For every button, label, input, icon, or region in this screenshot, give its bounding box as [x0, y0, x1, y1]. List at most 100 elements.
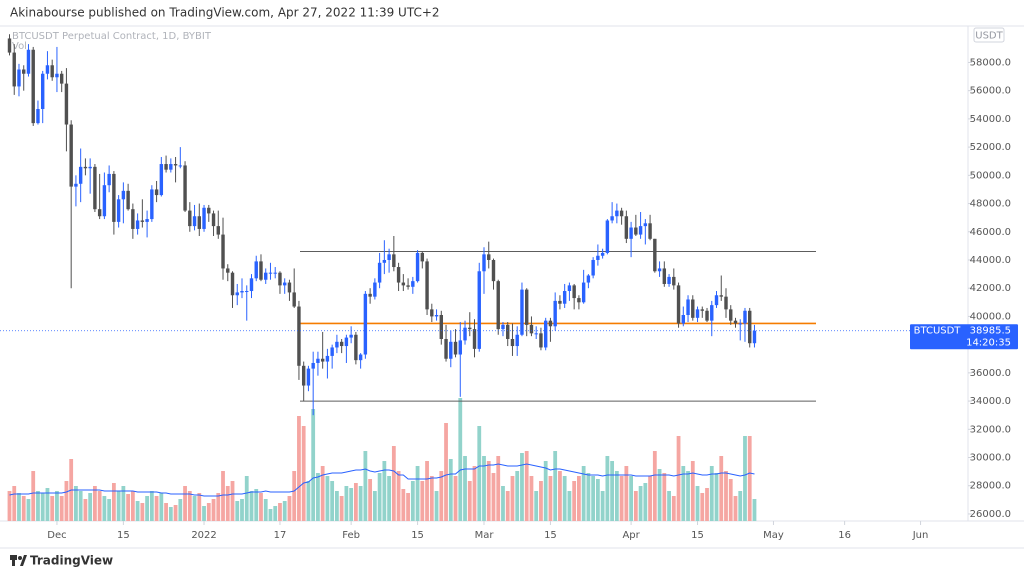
candle-body — [453, 341, 458, 355]
volume-bar — [728, 479, 733, 521]
volume-bar — [387, 476, 391, 521]
volume-bar — [562, 476, 567, 521]
candle-body — [135, 220, 140, 229]
volume-bar — [638, 486, 643, 521]
publisher-line: Akinabourse published on TradingView.com… — [10, 6, 440, 20]
candle-body — [605, 220, 610, 253]
volume-bar — [505, 491, 510, 521]
candle-body — [202, 207, 206, 229]
chart-title: BTCUSDT Perpetual Contract, 1D, BYBIT — [12, 31, 212, 42]
volume-bar — [254, 489, 259, 521]
candle-body — [45, 65, 50, 74]
volume-bar — [439, 471, 444, 521]
candle-body — [411, 281, 415, 287]
volume-bar — [681, 466, 686, 521]
volume-bar — [97, 491, 102, 521]
volume-bar — [26, 499, 31, 521]
volume-bar — [690, 461, 695, 521]
volume-bar — [206, 503, 211, 521]
candle-body — [159, 164, 164, 196]
candle-body — [610, 216, 614, 221]
candle-body — [64, 83, 69, 125]
volume-bar — [130, 491, 135, 521]
volume-bar — [686, 471, 690, 521]
candle-body — [458, 340, 462, 355]
candle-body — [221, 234, 225, 269]
volume-bar — [458, 398, 463, 521]
candle-body — [102, 185, 107, 217]
volume-bar — [548, 476, 553, 521]
volume-bar — [78, 491, 83, 521]
volume-bar — [282, 501, 287, 521]
candle-body — [396, 267, 401, 283]
candle-body — [107, 173, 111, 186]
candle-body — [515, 334, 519, 347]
candle-body — [150, 189, 154, 220]
volume-bar — [278, 503, 282, 521]
volume-bar — [358, 486, 363, 521]
volume-bar — [7, 491, 12, 521]
candle-body — [662, 268, 667, 284]
volume-bar — [116, 491, 121, 521]
volume-bar — [581, 466, 586, 521]
candle-body — [676, 285, 681, 324]
candle-body — [691, 299, 695, 318]
y-tick-label: 48000.0 — [970, 199, 1011, 210]
volume-bar — [235, 501, 240, 521]
volume-bar — [733, 496, 738, 521]
volume-bar — [448, 459, 453, 521]
candle-body — [392, 254, 396, 268]
volume-bar — [192, 496, 197, 521]
volume-bar — [738, 491, 743, 521]
volume-bar — [425, 461, 429, 521]
candle-body — [520, 289, 524, 335]
candle-body — [468, 327, 472, 330]
x-tick-label: 17 — [274, 530, 287, 541]
candle-body — [358, 354, 363, 361]
candle-body — [145, 219, 149, 222]
candle-body — [543, 320, 548, 348]
volume-bar — [197, 493, 202, 521]
volume-bar — [140, 503, 145, 521]
volume-bar — [83, 499, 88, 521]
volume-bar — [363, 451, 368, 521]
volume-bar — [453, 476, 458, 521]
candle-body — [548, 320, 553, 327]
volume-bar — [539, 481, 543, 521]
candle-body — [282, 282, 287, 286]
volume-bar — [154, 496, 159, 521]
candle-body — [406, 285, 410, 287]
candle-body — [192, 216, 197, 227]
volume-bar — [657, 469, 662, 521]
plot-area — [0, 34, 968, 521]
currency-box[interactable] — [973, 27, 1005, 43]
candle-body — [534, 333, 538, 335]
currency-label[interactable]: USDT — [975, 31, 1003, 42]
volume-bar — [595, 479, 600, 521]
candle-body — [259, 261, 263, 280]
candle-body — [387, 254, 391, 260]
volume-bar — [259, 493, 263, 521]
volume-bar — [724, 471, 728, 521]
volume-bar — [410, 481, 415, 521]
volume-bar — [743, 436, 747, 521]
candle-body — [743, 310, 747, 324]
candle-body — [316, 358, 320, 363]
candle-body — [339, 341, 344, 347]
tradingview-logo — [10, 555, 27, 566]
candle-body — [572, 285, 576, 299]
volume-bar — [74, 486, 78, 521]
volume-bar — [31, 471, 36, 521]
volume-bar — [292, 471, 297, 521]
candle-body — [368, 293, 372, 297]
candle-body — [434, 315, 439, 317]
candle-body — [154, 189, 159, 196]
candle-body — [74, 183, 78, 187]
volume-bar — [719, 456, 724, 521]
candle-body — [88, 166, 92, 169]
candle-body — [695, 309, 700, 318]
candle-body — [178, 165, 183, 167]
volume-bar — [605, 456, 610, 521]
candle-body — [69, 124, 73, 187]
